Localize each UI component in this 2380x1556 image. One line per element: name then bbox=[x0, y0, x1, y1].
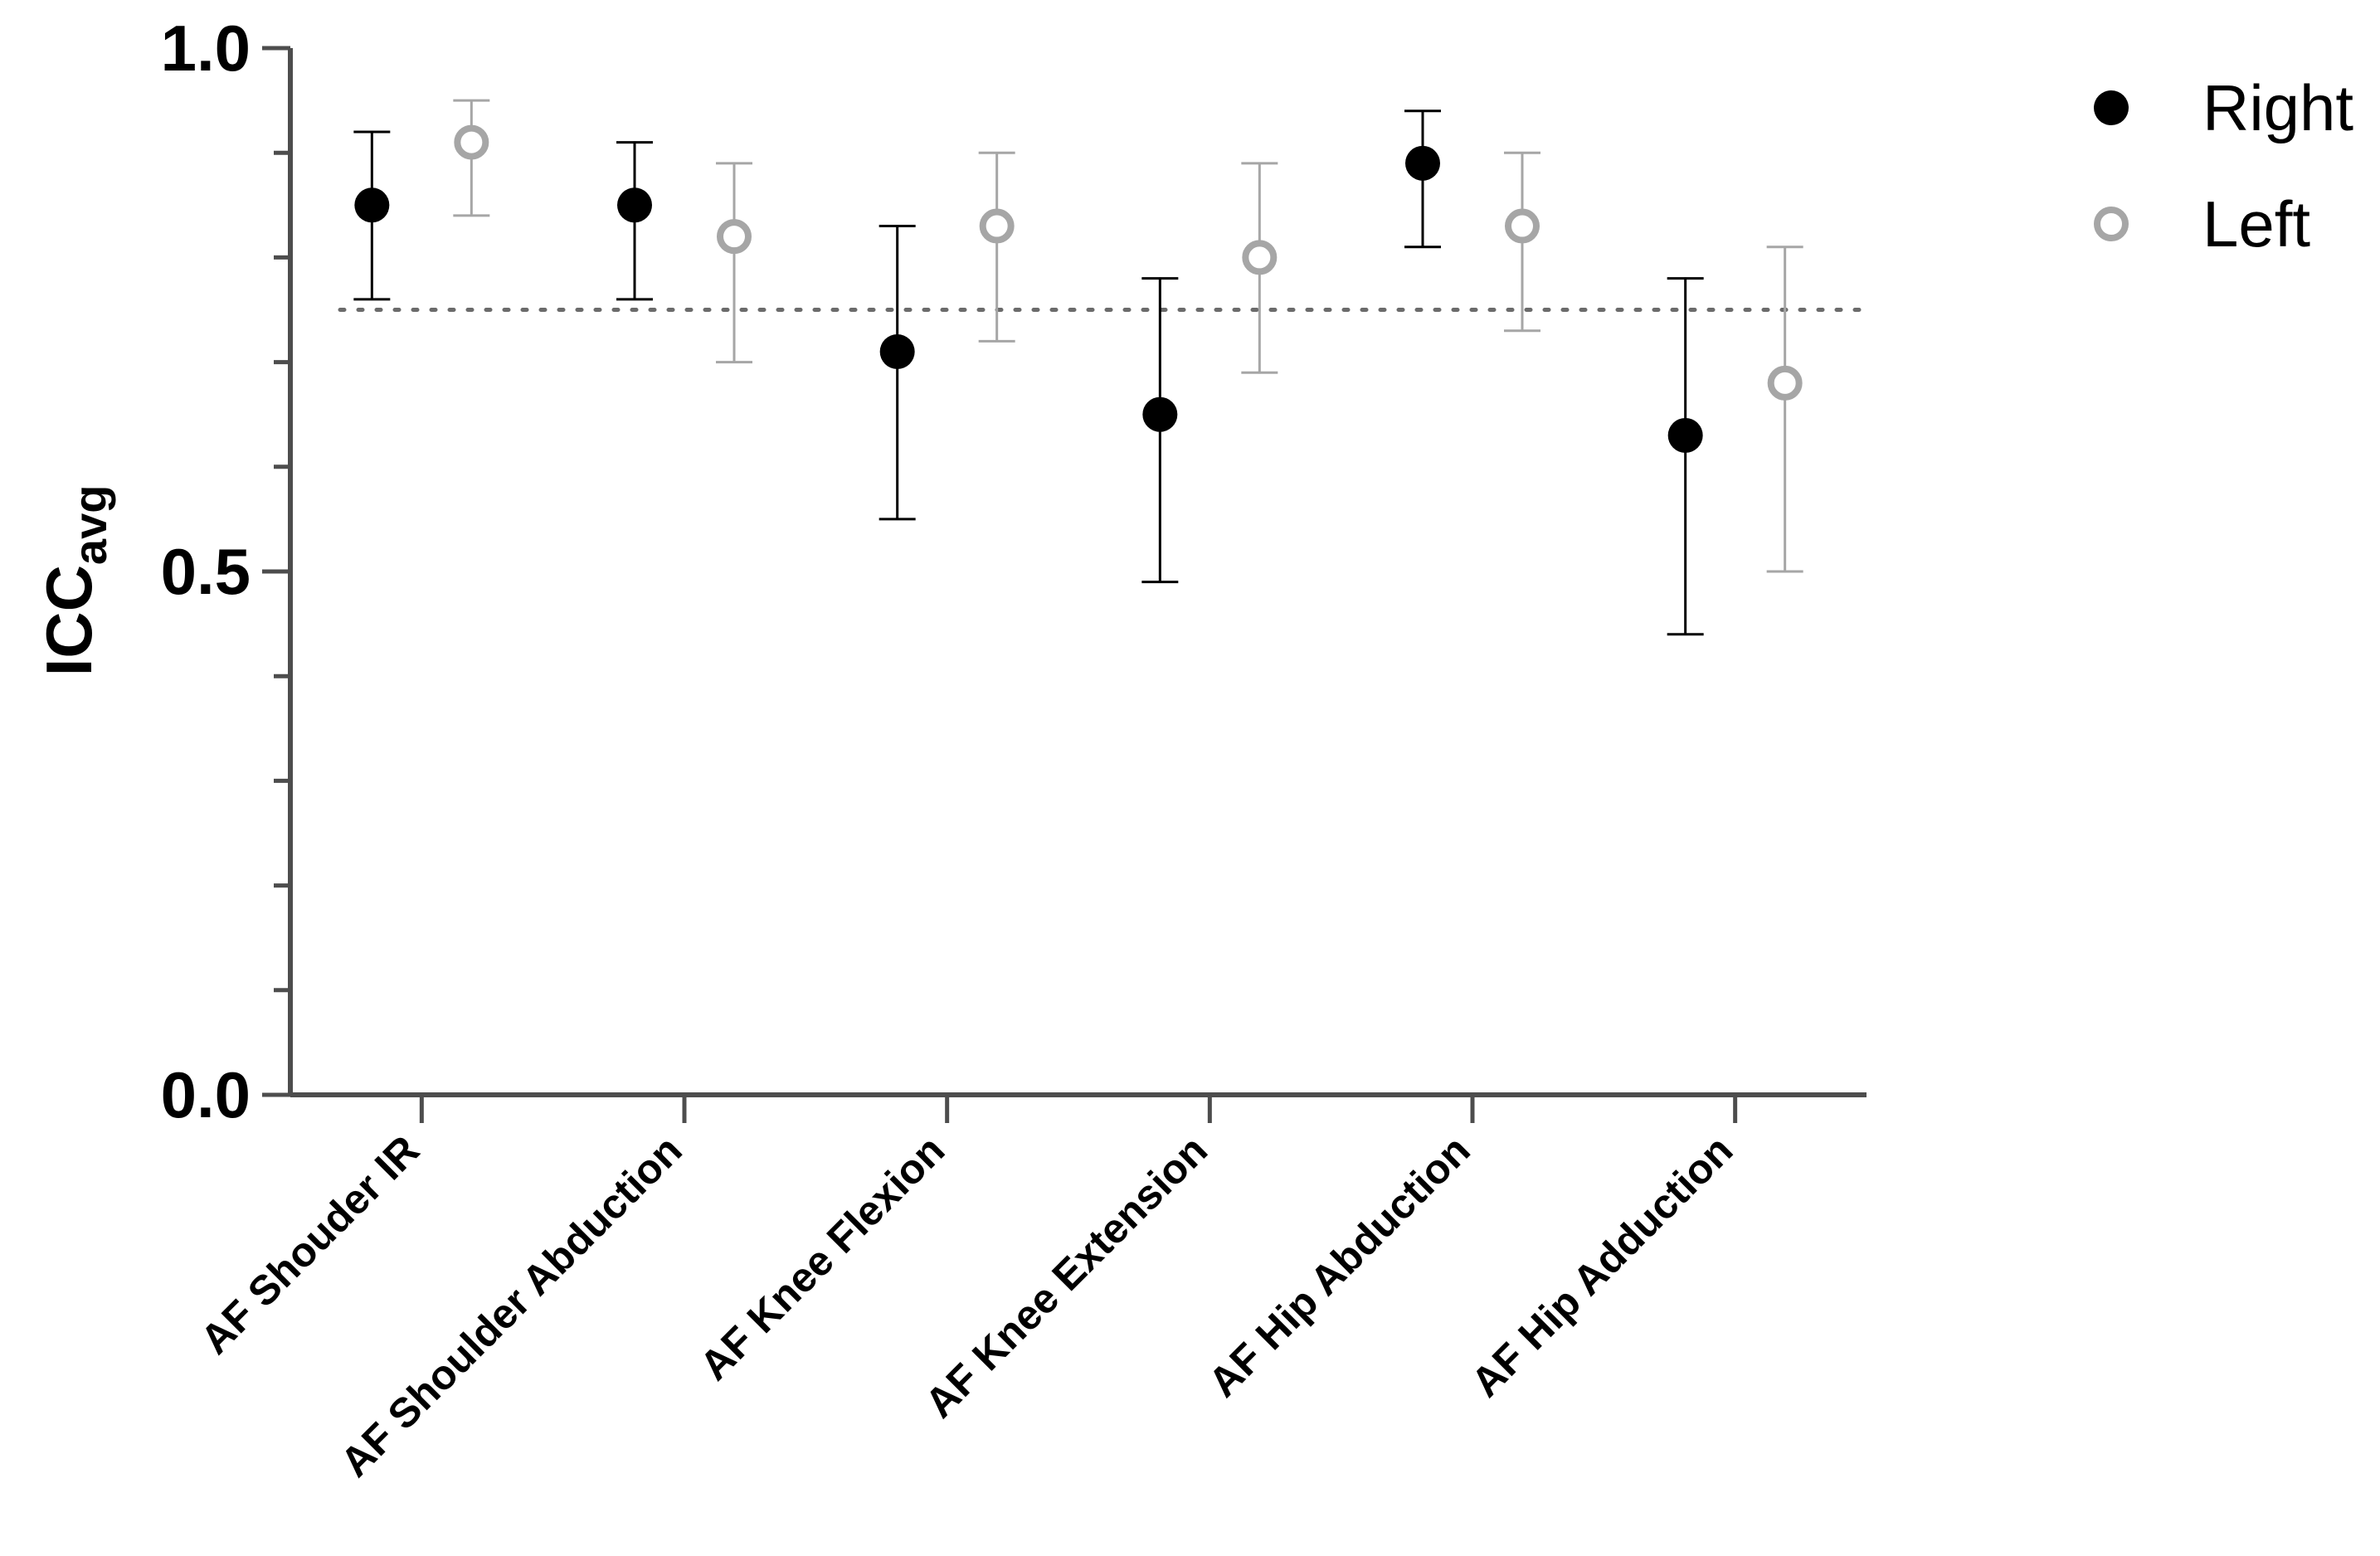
x-tick-label: AF Hip Adduction bbox=[1463, 1126, 1742, 1406]
legend-label-right: Right bbox=[2202, 71, 2353, 144]
left-point bbox=[1505, 208, 1540, 244]
legend-marker-right bbox=[2094, 90, 2129, 125]
x-tick-label: AF Hip Abduction bbox=[1200, 1126, 1479, 1406]
right-point bbox=[1667, 417, 1703, 453]
x-tick-label: AF Shouder IR bbox=[192, 1126, 428, 1363]
right-point bbox=[879, 333, 915, 369]
series-group bbox=[353, 99, 1803, 636]
y-axis-label-subscript: avg bbox=[64, 485, 116, 566]
axes-group bbox=[262, 46, 1867, 1123]
y-tick-labels: 0.0 0.5 1.0 bbox=[161, 12, 251, 1131]
y-axis-label: ICCavg bbox=[32, 485, 116, 677]
left-point bbox=[1767, 365, 1803, 401]
left-point bbox=[979, 208, 1015, 244]
legend-marker-left bbox=[2094, 207, 2129, 241]
x-tick-label: AF Knee Extension bbox=[916, 1126, 1216, 1427]
left-point bbox=[454, 124, 489, 160]
right-point bbox=[1142, 396, 1178, 432]
left-point bbox=[717, 219, 752, 255]
right-point bbox=[617, 187, 652, 223]
y-tick-label: 1.0 bbox=[161, 12, 251, 85]
right-point bbox=[354, 187, 390, 223]
y-axis-label-main: ICC bbox=[32, 565, 105, 676]
legend: Right Left bbox=[2094, 71, 2353, 260]
y-tick-label: 0.0 bbox=[161, 1058, 251, 1131]
y-tick-label: 0.5 bbox=[161, 535, 251, 608]
left-point bbox=[1242, 240, 1278, 275]
legend-label-left: Left bbox=[2202, 187, 2310, 260]
right-point bbox=[1405, 145, 1440, 181]
x-tick-label: AF Knee Flexion bbox=[691, 1126, 954, 1389]
